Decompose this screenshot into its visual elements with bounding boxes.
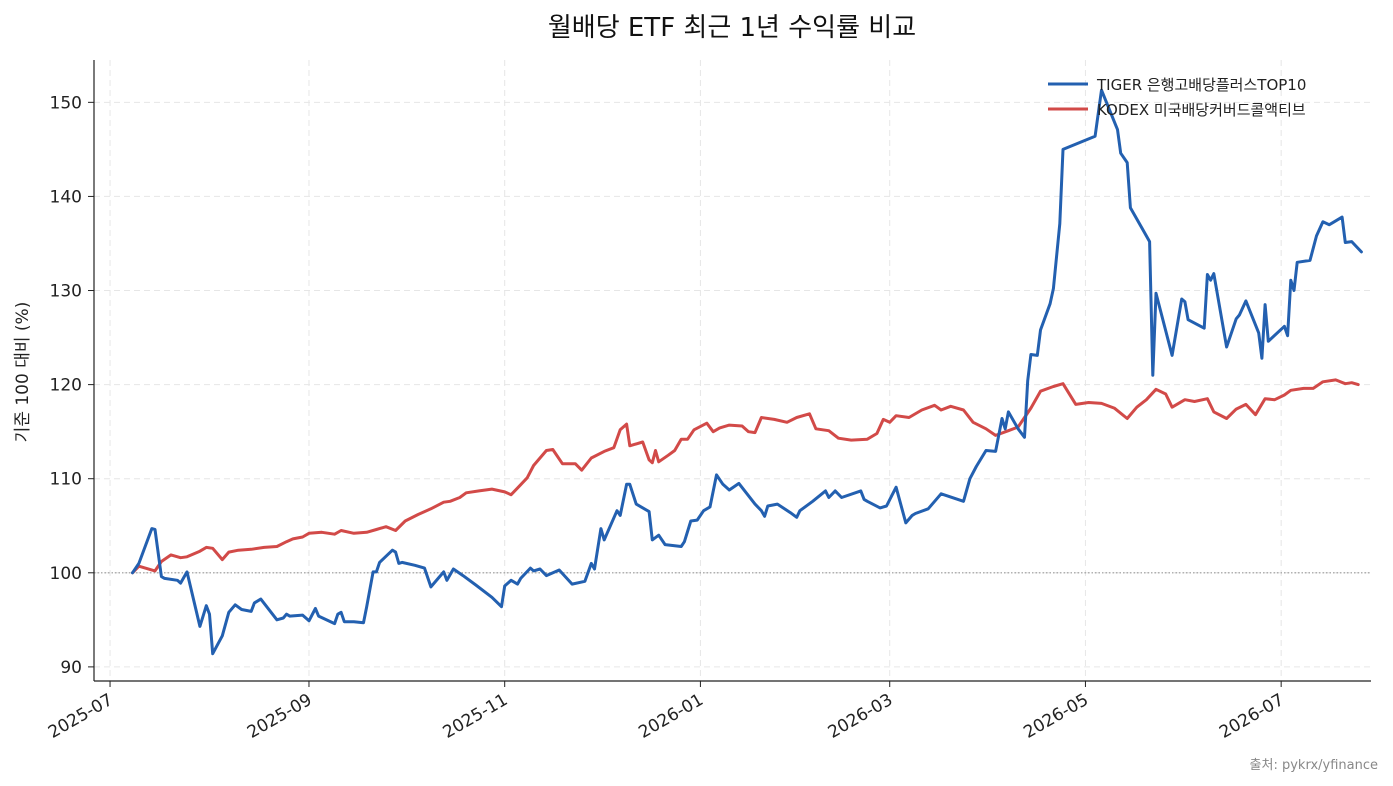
chart-title: 월배당 ETF 최근 1년 수익률 비교: [548, 13, 916, 43]
x-tick-label: 2026-05: [1020, 690, 1092, 743]
grid: [94, 60, 1371, 681]
x-tick-label: 2025-11: [440, 690, 512, 743]
axes: [88, 60, 1371, 687]
y-tick-label: 130: [50, 282, 82, 302]
x-tick-label: 2026-03: [825, 690, 897, 743]
tick-labels: 90 100 110 120 130 140 150 2025-07 2025-09 2025-1…: [45, 93, 1288, 743]
legend: TIGER 은행고배당플러스TOP10 KODEX 미국배당커버드콜액티브: [1048, 76, 1306, 119]
legend-label-kodex: KODEX 미국배당커버드콜액티브: [1097, 101, 1306, 119]
y-axis-label: 기준 100 대비 (%): [13, 302, 33, 443]
legend-label-tiger: TIGER 은행고배당플러스TOP10: [1096, 76, 1306, 94]
x-tick-label: 2025-07: [45, 690, 117, 743]
y-tick-label: 150: [50, 93, 82, 113]
y-tick-label: 140: [50, 187, 82, 207]
y-tick-label: 90: [60, 658, 82, 678]
series-line-tiger: [131, 88, 1363, 656]
series-line-kodex: [131, 378, 1360, 575]
source-note: 출처: pykrx/yfinance: [1250, 758, 1378, 773]
y-tick-label: 110: [50, 470, 82, 490]
x-tick-label: 2026-07: [1216, 690, 1288, 743]
y-tick-label: 120: [50, 376, 82, 396]
y-tick-label: 100: [50, 564, 82, 584]
x-tick-label: 2026-01: [635, 690, 707, 743]
x-tick-label: 2025-09: [244, 690, 316, 743]
series-layer: [131, 88, 1363, 656]
